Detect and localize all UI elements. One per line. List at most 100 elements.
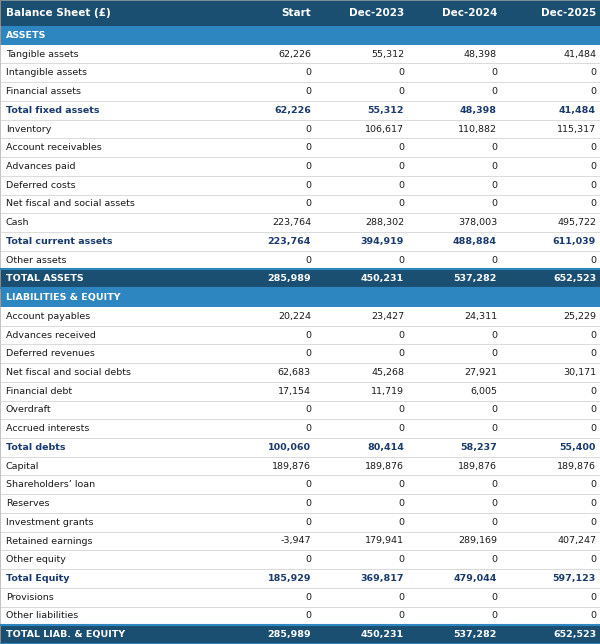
Text: Reserves: Reserves [6, 499, 49, 508]
Text: 285,989: 285,989 [268, 630, 311, 639]
Bar [0, 44, 600, 64]
Text: 0: 0 [491, 592, 497, 601]
Text: 0: 0 [305, 330, 311, 339]
Text: 0: 0 [491, 499, 497, 508]
Text: 0: 0 [398, 592, 404, 601]
Text: 0: 0 [305, 68, 311, 77]
Text: 378,003: 378,003 [458, 218, 497, 227]
Text: Intangible assets: Intangible assets [6, 68, 87, 77]
Bar [0, 82, 600, 101]
Text: 0: 0 [305, 181, 311, 190]
Bar [0, 0, 600, 26]
Text: Capital: Capital [6, 462, 40, 471]
Text: 27,921: 27,921 [464, 368, 497, 377]
Text: Accrued interests: Accrued interests [6, 424, 89, 433]
Text: 41,484: 41,484 [563, 50, 596, 59]
Text: TOTAL LIAB. & EQUITY: TOTAL LIAB. & EQUITY [6, 630, 125, 639]
Text: 597,123: 597,123 [553, 574, 596, 583]
Text: 62,683: 62,683 [278, 368, 311, 377]
Text: 285,989: 285,989 [268, 274, 311, 283]
Text: Deferred revenues: Deferred revenues [6, 349, 95, 358]
Text: 0: 0 [398, 611, 404, 620]
Text: 110,882: 110,882 [458, 124, 497, 133]
Text: Advances paid: Advances paid [6, 162, 76, 171]
Text: 62,226: 62,226 [274, 106, 311, 115]
Text: 0: 0 [305, 480, 311, 489]
Text: 450,231: 450,231 [361, 274, 404, 283]
Text: 0: 0 [590, 200, 596, 209]
Text: 41,484: 41,484 [559, 106, 596, 115]
Text: 0: 0 [491, 181, 497, 190]
Text: 0: 0 [398, 87, 404, 96]
Text: Advances received: Advances received [6, 330, 96, 339]
Text: 11,719: 11,719 [371, 386, 404, 395]
Text: Dec-2025: Dec-2025 [541, 8, 596, 18]
Text: Start: Start [281, 8, 311, 18]
Bar [0, 26, 600, 44]
Text: 189,876: 189,876 [272, 462, 311, 471]
Text: 62,226: 62,226 [278, 50, 311, 59]
Bar [0, 457, 600, 475]
Text: 0: 0 [398, 480, 404, 489]
Bar [0, 269, 600, 288]
Text: 0: 0 [590, 555, 596, 564]
Text: 0: 0 [398, 518, 404, 527]
Text: 223,764: 223,764 [268, 237, 311, 246]
Bar [0, 345, 600, 363]
Text: 0: 0 [305, 200, 311, 209]
Text: Other assets: Other assets [6, 256, 67, 265]
Text: 0: 0 [590, 592, 596, 601]
Text: 0: 0 [590, 406, 596, 414]
Text: 115,317: 115,317 [557, 124, 596, 133]
Text: 0: 0 [491, 611, 497, 620]
Text: 106,617: 106,617 [365, 124, 404, 133]
Text: 20,224: 20,224 [278, 312, 311, 321]
Text: 0: 0 [491, 330, 497, 339]
Text: Deferred costs: Deferred costs [6, 181, 76, 190]
Bar [0, 551, 600, 569]
Text: 611,039: 611,039 [553, 237, 596, 246]
Text: 24,311: 24,311 [464, 312, 497, 321]
Text: 0: 0 [491, 87, 497, 96]
Text: 0: 0 [398, 349, 404, 358]
Text: 25,229: 25,229 [563, 312, 596, 321]
Text: 0: 0 [491, 518, 497, 527]
Text: 23,427: 23,427 [371, 312, 404, 321]
Text: 179,941: 179,941 [365, 536, 404, 545]
Bar [0, 363, 600, 382]
Text: 30,171: 30,171 [563, 368, 596, 377]
Text: 17,154: 17,154 [278, 386, 311, 395]
Bar [0, 64, 600, 82]
Text: Dec-2024: Dec-2024 [442, 8, 497, 18]
Text: Inventory: Inventory [6, 124, 52, 133]
Bar [0, 382, 600, 401]
Text: 48,398: 48,398 [464, 50, 497, 59]
Bar [0, 176, 600, 194]
Bar [0, 213, 600, 232]
Bar [0, 419, 600, 438]
Text: 100,060: 100,060 [268, 443, 311, 452]
Text: 0: 0 [305, 162, 311, 171]
Text: 0: 0 [305, 424, 311, 433]
Text: 495,722: 495,722 [557, 218, 596, 227]
Text: 0: 0 [590, 256, 596, 265]
Text: 0: 0 [491, 68, 497, 77]
Text: Retained earnings: Retained earnings [6, 536, 92, 545]
Bar [0, 194, 600, 213]
Text: ASSETS: ASSETS [6, 31, 46, 40]
Text: 0: 0 [305, 555, 311, 564]
Text: Total debts: Total debts [6, 443, 65, 452]
Bar [0, 307, 600, 326]
Text: 0: 0 [398, 406, 404, 414]
Text: 537,282: 537,282 [454, 630, 497, 639]
Text: 0: 0 [491, 349, 497, 358]
Text: 0: 0 [491, 256, 497, 265]
Text: Total Equity: Total Equity [6, 574, 70, 583]
Text: 0: 0 [590, 87, 596, 96]
Text: 652,523: 652,523 [553, 274, 596, 283]
Bar [0, 401, 600, 419]
Text: Balance Sheet (£): Balance Sheet (£) [6, 8, 111, 18]
Bar [0, 438, 600, 457]
Text: 450,231: 450,231 [361, 630, 404, 639]
Text: 45,268: 45,268 [371, 368, 404, 377]
